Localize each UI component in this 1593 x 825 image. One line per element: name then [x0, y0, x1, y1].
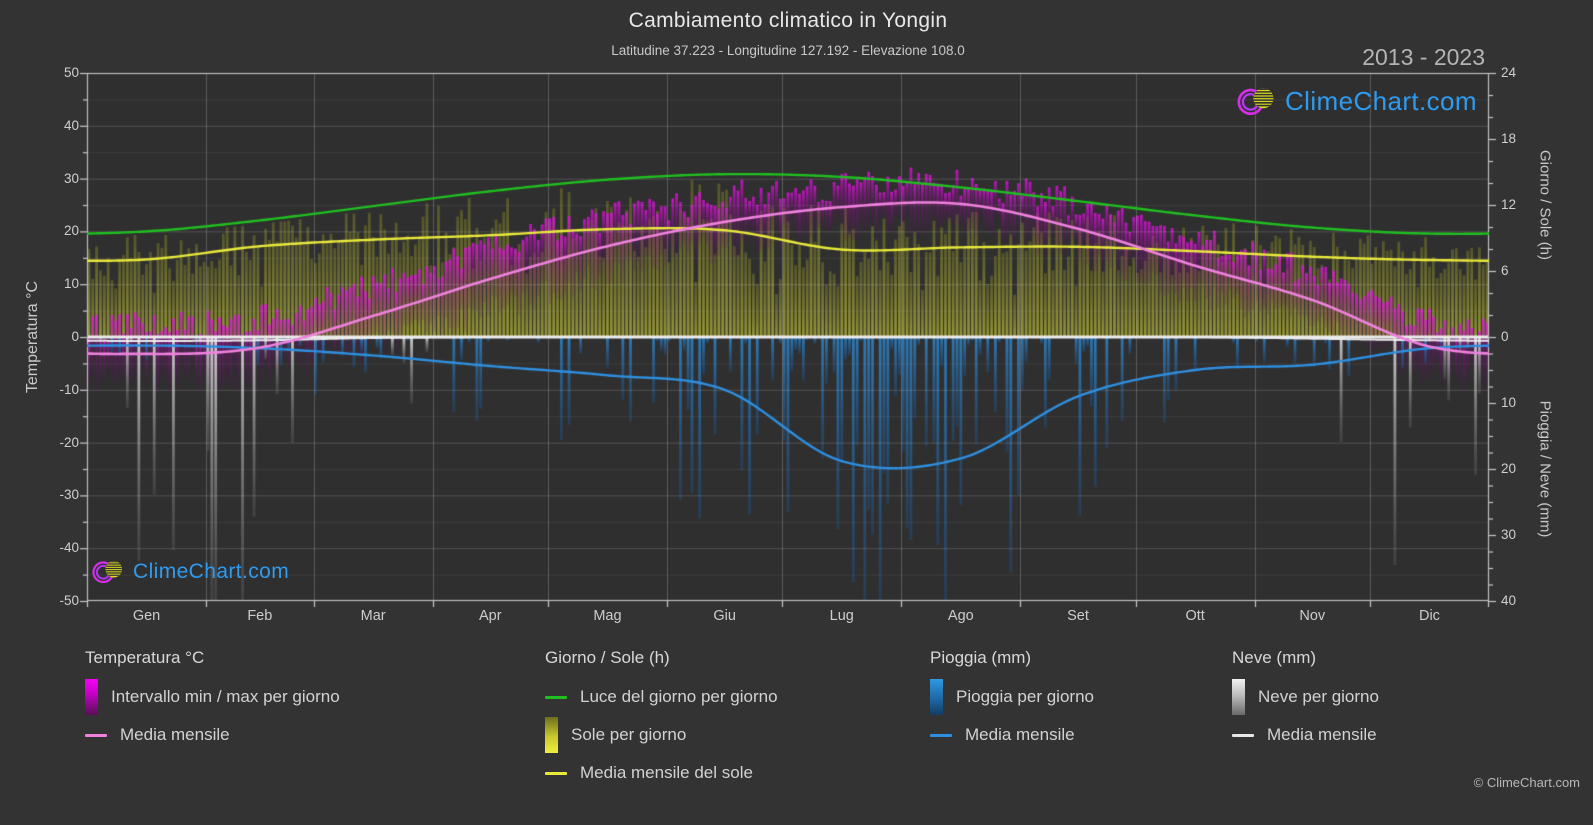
climate-chart-canvas — [0, 0, 1593, 825]
climate-chart-page: { "header": { "title": "Cambiamento clim… — [0, 0, 1593, 825]
